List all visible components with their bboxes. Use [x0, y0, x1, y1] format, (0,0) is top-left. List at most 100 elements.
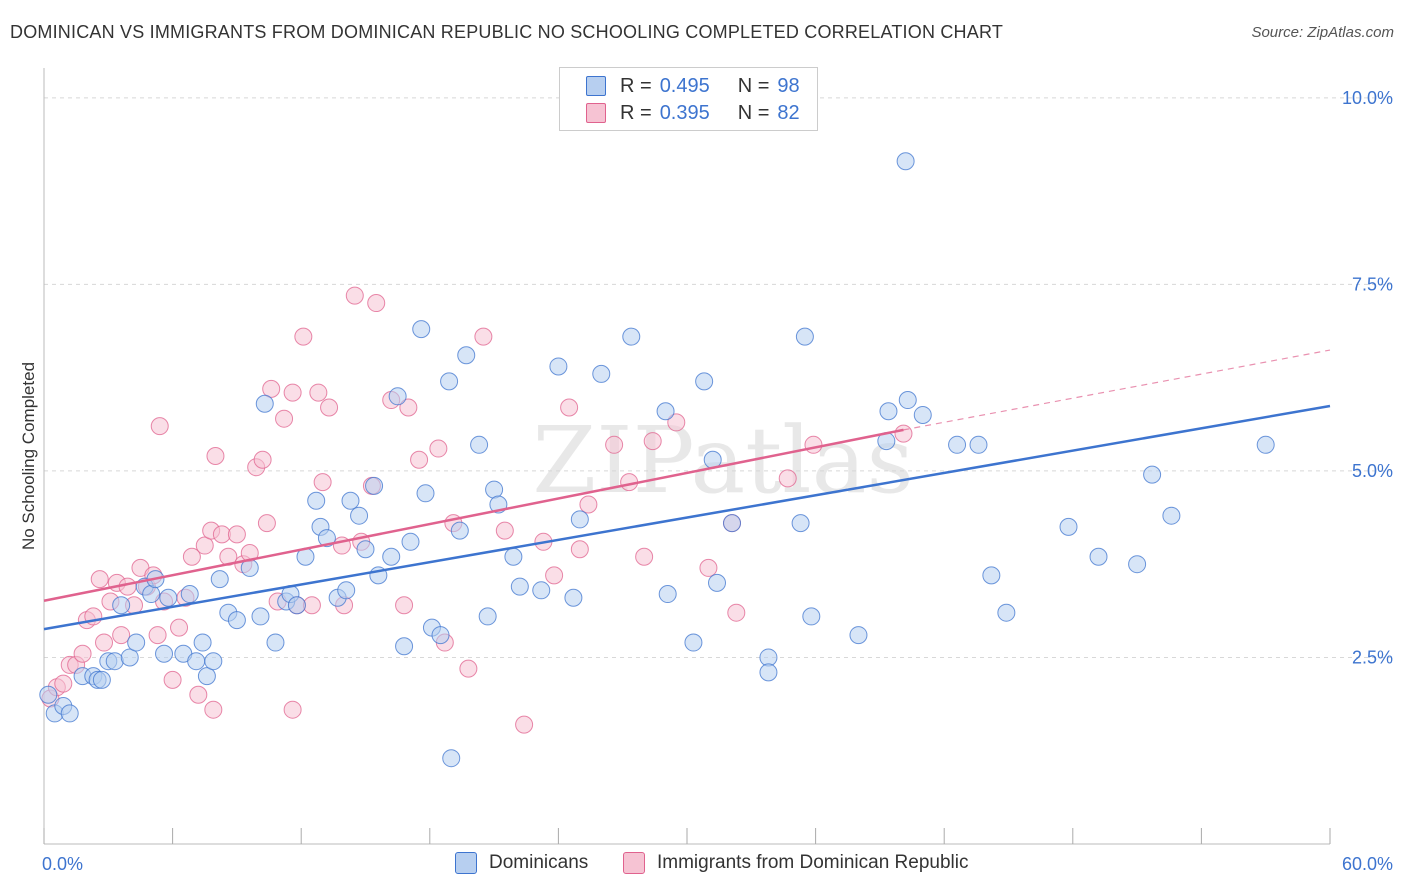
y-axis-label: No Schooling Completed	[19, 362, 38, 550]
point-immigrants	[148, 626, 167, 645]
point-dominicans	[592, 364, 611, 383]
point-immigrants	[163, 670, 182, 689]
point-dominicans	[105, 652, 124, 671]
point-dominicans	[60, 704, 79, 723]
point-dominicans	[802, 607, 821, 626]
point-dominicans	[180, 585, 199, 604]
legend-r-value: 0.495	[659, 74, 710, 97]
point-immigrants	[570, 540, 589, 559]
point-dominicans	[412, 320, 431, 339]
x-tick-label: 60.0%	[1342, 854, 1393, 874]
point-immigrants	[262, 379, 281, 398]
point-immigrants	[227, 525, 246, 544]
legend-r-label: R =	[620, 101, 652, 124]
point-dominicans	[450, 521, 469, 540]
point-immigrants	[605, 435, 624, 454]
legend-n-label: N =	[737, 101, 770, 124]
legend-r-label: R =	[620, 74, 652, 97]
point-dominicans	[365, 476, 384, 495]
point-immigrants	[204, 700, 223, 719]
point-immigrants	[253, 450, 272, 469]
point-immigrants	[90, 570, 109, 589]
point-immigrants	[894, 424, 913, 443]
point-dominicans	[485, 480, 504, 499]
point-immigrants	[206, 447, 225, 465]
point-dominicans	[510, 577, 529, 596]
x-tick-label: 0.0%	[42, 854, 83, 874]
point-immigrants	[283, 700, 302, 719]
point-dominicans	[1059, 517, 1078, 536]
point-dominicans	[948, 435, 967, 454]
point-dominicans	[896, 152, 915, 171]
legend-r-value: 0.395	[659, 101, 710, 124]
legend-n-value: 98	[777, 74, 800, 97]
point-dominicans	[684, 633, 703, 652]
point-dominicans	[210, 570, 229, 589]
point-immigrants	[112, 626, 131, 645]
point-dominicans	[440, 372, 459, 391]
point-immigrants	[699, 558, 718, 577]
point-immigrants	[320, 398, 339, 417]
point-immigrants	[309, 383, 328, 402]
point-dominicans	[532, 581, 551, 600]
point-immigrants	[182, 547, 201, 566]
point-immigrants	[429, 439, 448, 458]
legend-n-label: N =	[737, 74, 770, 97]
point-immigrants	[367, 294, 386, 313]
point-dominicans	[337, 581, 356, 600]
point-dominicans	[227, 611, 246, 630]
point-dominicans	[442, 749, 461, 768]
point-dominicans	[127, 633, 146, 652]
point-immigrants	[345, 286, 364, 305]
point-dominicans	[187, 652, 206, 671]
point-immigrants	[257, 514, 276, 533]
point-dominicans	[120, 648, 139, 667]
point-immigrants	[804, 435, 823, 454]
point-dominicans	[197, 667, 216, 686]
point-immigrants	[399, 398, 418, 417]
chart-title: DOMINICAN VS IMMIGRANTS FROM DOMINICAN R…	[10, 22, 1004, 42]
point-dominicans	[658, 585, 677, 604]
grid-lines	[44, 97, 1392, 658]
point-dominicans	[791, 514, 810, 533]
point-dominicans	[1128, 555, 1147, 574]
point-immigrants	[667, 413, 686, 432]
point-dominicans	[1143, 465, 1162, 484]
point-dominicans	[255, 394, 274, 413]
point-immigrants	[635, 547, 654, 566]
point-immigrants	[579, 495, 598, 514]
y-tick-label: 5.0%	[1352, 461, 1393, 481]
point-dominicans	[307, 491, 326, 510]
point-dominicans	[388, 387, 407, 406]
point-dominicans	[112, 596, 131, 615]
point-dominicans	[204, 652, 223, 671]
point-dominicans	[159, 588, 178, 607]
point-dominicans	[913, 405, 932, 424]
legend-item-immigrants[interactable]: Immigrants from Dominican Republic	[623, 852, 969, 874]
point-dominicans	[356, 540, 375, 559]
point-dominicans	[341, 491, 360, 510]
point-dominicans	[317, 529, 336, 548]
point-dominicans	[193, 633, 212, 652]
legend-swatch-pink	[586, 103, 606, 123]
point-dominicans	[478, 607, 497, 626]
point-dominicans	[401, 532, 420, 551]
point-dominicans	[1256, 435, 1275, 454]
point-dominicans	[470, 435, 489, 454]
point-dominicans	[849, 626, 868, 645]
point-immigrants	[73, 644, 92, 663]
trend-line-immigrants	[43, 428, 904, 602]
correlation-legend: R = 0.495 N = 98 R = 0.395 N = 82	[559, 67, 818, 131]
point-dominicans	[142, 585, 161, 604]
trend-lines	[43, 349, 1331, 631]
point-dominicans	[795, 327, 814, 346]
point-immigrants	[302, 596, 321, 615]
point-immigrants	[150, 417, 169, 436]
point-immigrants	[189, 685, 208, 704]
point-dominicans	[564, 588, 583, 607]
point-immigrants	[212, 525, 231, 544]
point-immigrants	[283, 383, 302, 402]
legend-item-dominicans[interactable]: Dominicans	[455, 852, 588, 874]
point-immigrants	[459, 659, 478, 678]
